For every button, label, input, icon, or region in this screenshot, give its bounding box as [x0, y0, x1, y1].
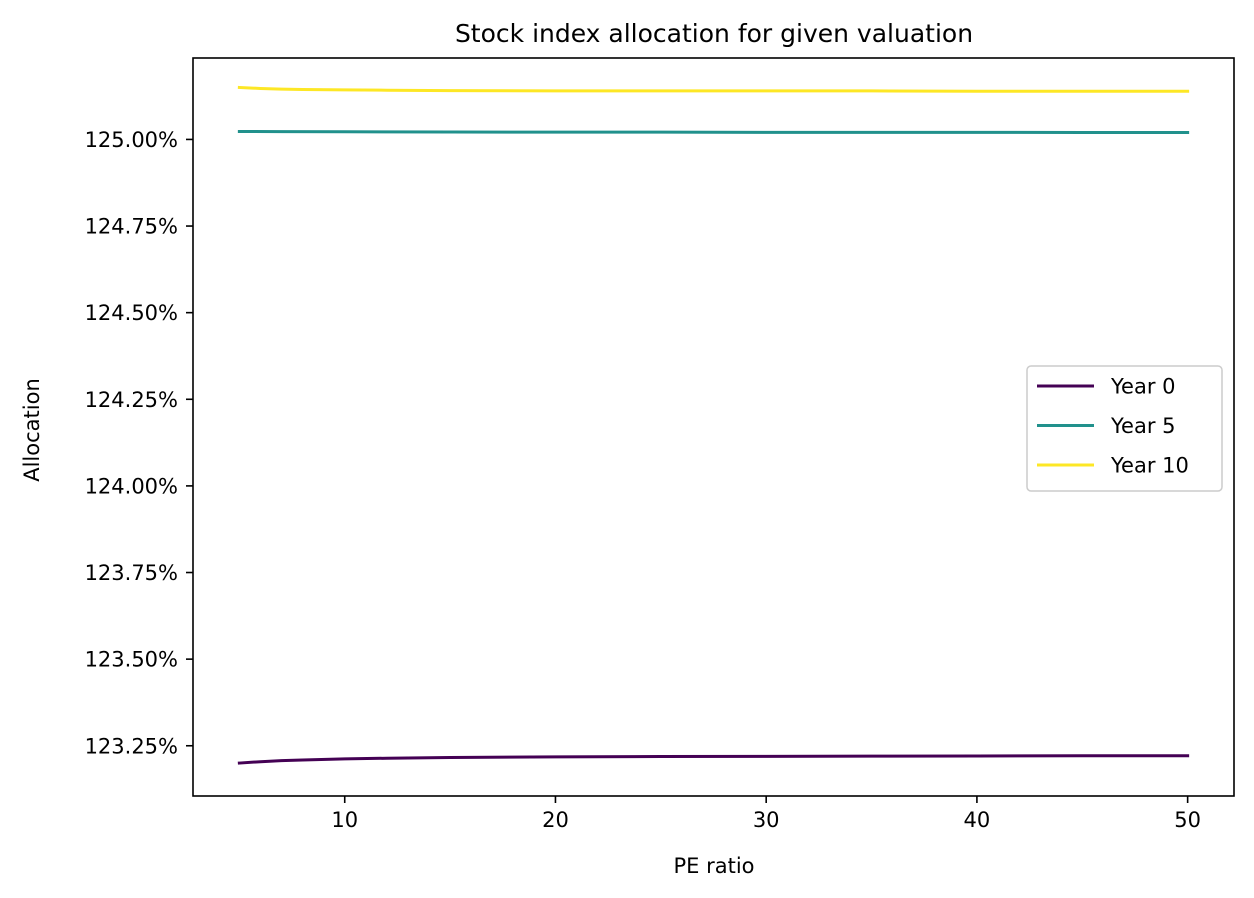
x-tick-label: 20 — [542, 808, 569, 832]
chart-title: Stock index allocation for given valuati… — [455, 19, 973, 48]
y-tick-label: 125.00% — [85, 128, 178, 152]
plot-frame — [192, 57, 1235, 797]
x-tick-label: 10 — [331, 808, 358, 832]
y-tick-label: 124.00% — [85, 474, 178, 498]
x-tick-label: 40 — [964, 808, 991, 832]
x-axis: 10 20 30 40 50 — [331, 796, 1201, 832]
legend-label-1: Year 5 — [1110, 414, 1176, 438]
legend-label-2: Year 10 — [1110, 454, 1189, 478]
y-axis-label: Allocation — [20, 378, 44, 482]
y-tick-label: 123.50% — [85, 648, 178, 672]
y-tick-label: 123.25% — [85, 734, 178, 758]
legend-items: Year 0 Year 5 Year 10 — [1037, 375, 1189, 478]
legend-box — [1026, 365, 1223, 492]
series-line-0 — [237, 754, 1190, 765]
y-tick-label: 124.75% — [85, 215, 178, 239]
series-line-1 — [237, 129, 1190, 134]
legend-label-0: Year 0 — [1110, 375, 1176, 399]
legend: Year 0 Year 5 Year 10 — [1026, 365, 1223, 492]
y-tick-label: 124.50% — [85, 301, 178, 325]
x-tick-label: 50 — [1174, 808, 1201, 832]
x-tick-label: 30 — [753, 808, 780, 832]
series-layer — [237, 85, 1190, 765]
y-tick-label: 123.75% — [85, 561, 178, 585]
y-tick-label: 124.25% — [85, 388, 178, 412]
x-axis-label: PE ratio — [673, 854, 754, 878]
y-axis: 123.25% 123.50% 123.75% 124.00% 124.25% 124.5… — [85, 128, 193, 758]
series-line-2 — [237, 85, 1190, 93]
